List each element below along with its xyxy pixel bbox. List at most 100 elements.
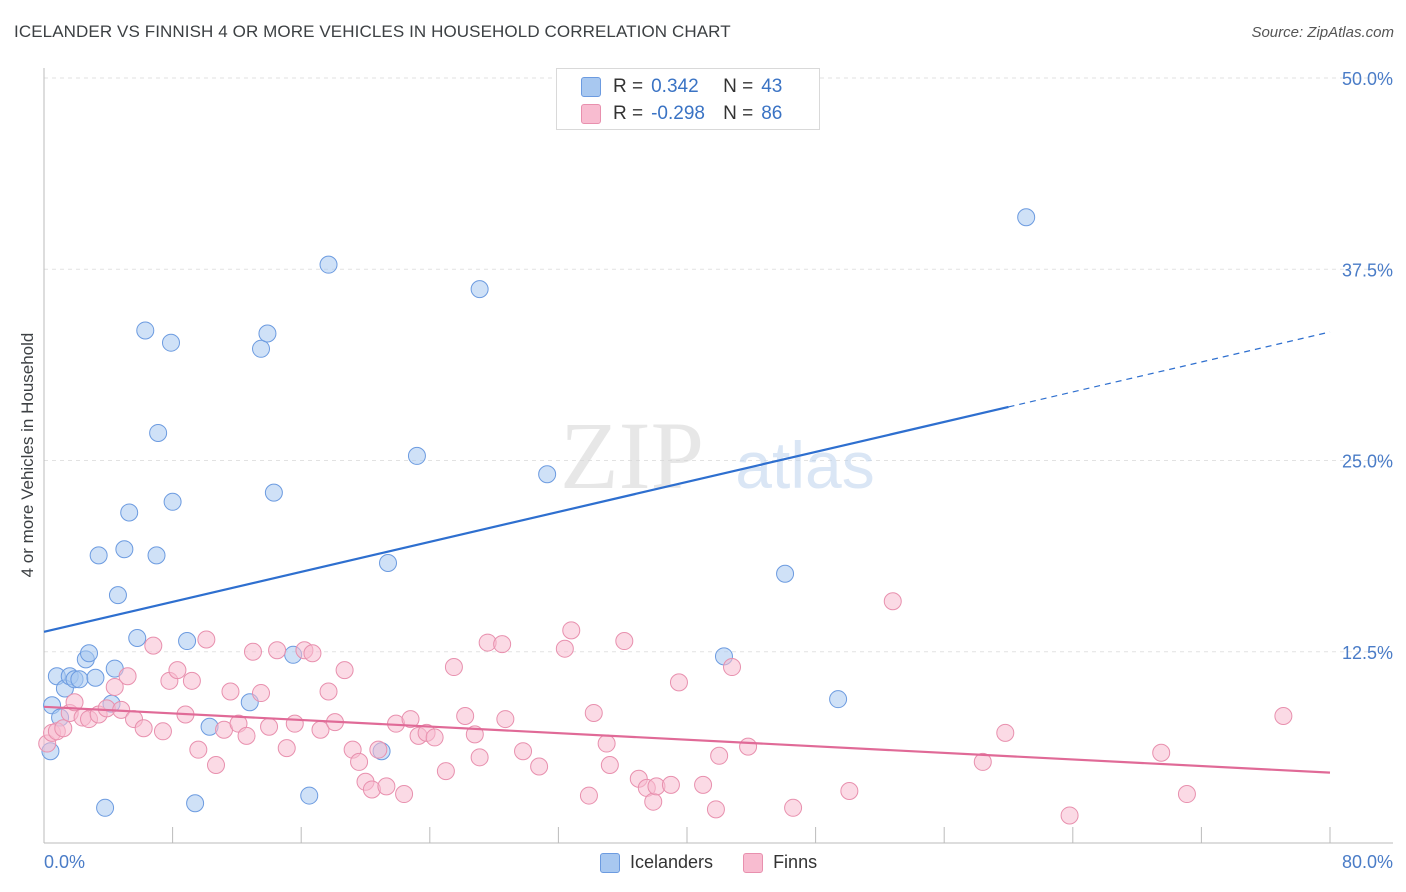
- y-tick-labels: 12.5% 25.0% 37.5% 50.0%: [1342, 69, 1393, 663]
- data-point-icelanders: [264, 483, 283, 502]
- data-point-icelanders: [147, 546, 166, 565]
- data-point-icelanders: [379, 554, 398, 573]
- data-point-finns: [615, 632, 634, 651]
- data-point-icelanders: [86, 668, 105, 687]
- legend-r-value-icelanders: 0.342: [651, 76, 699, 97]
- data-point-icelanders: [470, 280, 489, 299]
- data-point-icelanders: [178, 632, 197, 651]
- series-legend-icelanders: Icelanders: [600, 852, 713, 873]
- data-point-finns: [514, 742, 533, 761]
- data-point-finns: [723, 658, 742, 677]
- data-point-finns: [1177, 785, 1196, 804]
- data-point-finns: [153, 722, 172, 741]
- data-points: [38, 208, 1293, 825]
- x-tick-label-min: 0.0%: [44, 852, 86, 872]
- data-point-finns: [840, 781, 859, 800]
- legend-row-finns: R = -0.298 N = 86: [581, 100, 782, 128]
- data-point-icelanders: [829, 690, 848, 709]
- legend-n-key: N =: [723, 103, 754, 124]
- legend-swatch-icelanders: [581, 77, 601, 97]
- data-point-finns: [369, 740, 388, 759]
- series-legend: Icelanders Finns: [600, 852, 847, 873]
- data-point-finns: [694, 775, 713, 794]
- data-point-icelanders: [89, 546, 108, 565]
- data-point-icelanders: [538, 465, 557, 484]
- data-point-finns: [144, 636, 163, 655]
- data-point-finns: [883, 592, 902, 611]
- data-point-finns: [456, 707, 475, 726]
- legend-n-key: N =: [723, 76, 754, 97]
- data-point-finns: [669, 673, 688, 692]
- axes: [43, 68, 1393, 844]
- series-legend-label-finns: Finns: [773, 852, 818, 872]
- x-tick-label-max: 80.0%: [1341, 852, 1393, 872]
- data-point-icelanders: [136, 321, 155, 340]
- data-point-finns: [425, 728, 444, 747]
- data-point-icelanders: [407, 446, 426, 465]
- series-swatch-finns: [743, 852, 764, 873]
- legend-n-value-finns: 86: [761, 103, 783, 124]
- data-point-icelanders: [149, 423, 168, 442]
- data-point-icelanders: [128, 628, 147, 647]
- data-point-icelanders: [115, 540, 134, 559]
- legend-r-key: R =: [613, 103, 644, 124]
- y-tick-label: 37.5%: [1342, 260, 1393, 280]
- data-point-finns: [661, 775, 680, 794]
- data-point-finns: [277, 739, 296, 758]
- data-point-finns: [597, 734, 616, 753]
- legend-r-value-finns: -0.298: [651, 103, 705, 124]
- data-point-icelanders: [80, 644, 99, 663]
- data-point-finns: [335, 661, 354, 680]
- data-point-finns: [1060, 806, 1079, 825]
- data-point-finns: [562, 621, 581, 640]
- legend-r-key: R =: [613, 76, 644, 97]
- trend-line-icelanders: [43, 405, 1009, 633]
- data-point-finns: [579, 786, 598, 805]
- data-point-finns: [470, 748, 489, 767]
- y-tick-label: 12.5%: [1342, 643, 1393, 663]
- data-point-finns: [54, 719, 73, 738]
- y-tick-label: 50.0%: [1342, 69, 1393, 89]
- data-point-icelanders: [186, 794, 205, 813]
- series-legend-finns: Finns: [743, 852, 817, 873]
- data-point-finns: [182, 671, 201, 690]
- data-point-finns: [584, 703, 603, 722]
- y-tick-label: 25.0%: [1342, 452, 1393, 472]
- data-point-finns: [600, 755, 619, 774]
- trend-line-finns: [43, 705, 1331, 774]
- data-point-finns: [555, 639, 574, 658]
- data-point-icelanders: [108, 586, 127, 605]
- data-point-finns: [973, 752, 992, 771]
- data-point-finns: [739, 737, 758, 756]
- data-point-finns: [1274, 707, 1293, 726]
- data-point-finns: [197, 630, 216, 649]
- legend-n-value-icelanders: 43: [761, 76, 783, 97]
- data-point-icelanders: [120, 503, 139, 522]
- data-point-finns: [243, 642, 262, 661]
- series-swatch-icelanders: [600, 852, 620, 873]
- data-point-finns: [644, 792, 663, 811]
- data-point-icelanders: [258, 324, 277, 343]
- data-point-finns: [237, 726, 256, 745]
- data-point-finns: [377, 777, 396, 796]
- data-point-icelanders: [161, 333, 180, 352]
- data-point-icelanders: [319, 255, 338, 274]
- grid-lines: [44, 77, 1393, 653]
- data-point-finns: [221, 682, 240, 701]
- data-point-finns: [436, 762, 455, 781]
- legend-swatch-finns: [581, 104, 601, 124]
- data-point-icelanders: [1017, 208, 1036, 227]
- data-point-finns: [350, 752, 369, 771]
- data-point-finns: [134, 719, 153, 738]
- data-point-finns: [395, 785, 414, 804]
- data-point-finns: [996, 723, 1015, 742]
- trend-lines: [43, 331, 1331, 774]
- legend-row-icelanders: R = 0.342 N = 43: [581, 73, 782, 101]
- data-point-finns: [260, 717, 279, 736]
- data-point-finns: [118, 667, 137, 686]
- data-point-finns: [444, 658, 463, 677]
- data-point-icelanders: [70, 670, 89, 689]
- data-point-finns: [493, 635, 512, 654]
- data-point-finns: [252, 684, 271, 703]
